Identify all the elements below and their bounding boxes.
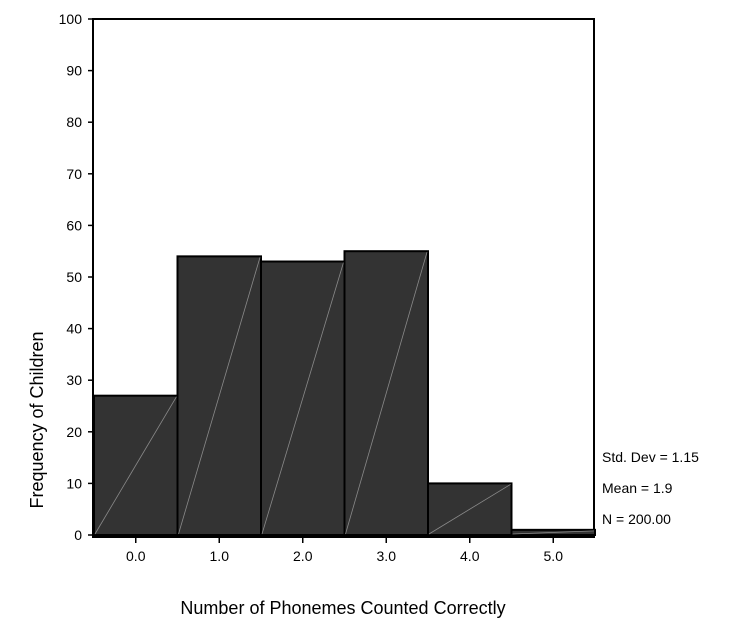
x-axis: 0.0 1.0 2.0 3.0 4.0 5.0 xyxy=(126,537,563,564)
bar-diagonal xyxy=(94,396,177,535)
y-tick-label: 20 xyxy=(66,424,82,440)
histogram-bar xyxy=(427,482,513,536)
y-tick-label: 70 xyxy=(66,166,82,182)
y-tick-label: 50 xyxy=(66,269,82,285)
y-axis-title: Frequency of Children xyxy=(27,331,47,508)
bar-diagonal xyxy=(345,252,428,535)
y-tick-label: 10 xyxy=(66,475,82,491)
x-tick-label: 4.0 xyxy=(460,548,480,564)
y-tick-label: 80 xyxy=(66,114,82,130)
y-tick-label: 100 xyxy=(59,11,83,27)
y-tick-label: 0 xyxy=(74,527,82,543)
mean-stat: Mean = 1.9 xyxy=(602,480,673,496)
x-tick-label: 0.0 xyxy=(126,548,146,564)
bar-diagonal xyxy=(512,530,595,535)
y-tick-label: 60 xyxy=(66,217,82,233)
bar-diagonal xyxy=(178,257,261,535)
histogram-bar xyxy=(260,260,346,536)
bar-diagonal xyxy=(428,484,511,535)
y-axis: 0 10 20 30 40 50 60 70 80 90 100 xyxy=(59,11,93,543)
x-tick-label: 2.0 xyxy=(293,548,313,564)
histogram-bar xyxy=(93,394,179,536)
histogram-bar xyxy=(343,250,429,536)
x-tick-label: 3.0 xyxy=(377,548,397,564)
std-dev-stat: Std. Dev = 1.15 xyxy=(602,449,699,465)
y-tick-label: 90 xyxy=(66,63,82,79)
n-stat: N = 200.00 xyxy=(602,511,671,527)
histogram-bar xyxy=(510,528,596,537)
y-tick-label: 30 xyxy=(66,372,82,388)
histogram-bar xyxy=(176,255,262,536)
bar-diagonal xyxy=(261,262,344,535)
bars-group xyxy=(93,250,596,537)
x-tick-label: 1.0 xyxy=(210,548,230,564)
x-tick-label: 5.0 xyxy=(544,548,564,564)
x-axis-title: Number of Phonemes Counted Correctly xyxy=(180,598,505,618)
y-tick-label: 40 xyxy=(66,321,82,337)
